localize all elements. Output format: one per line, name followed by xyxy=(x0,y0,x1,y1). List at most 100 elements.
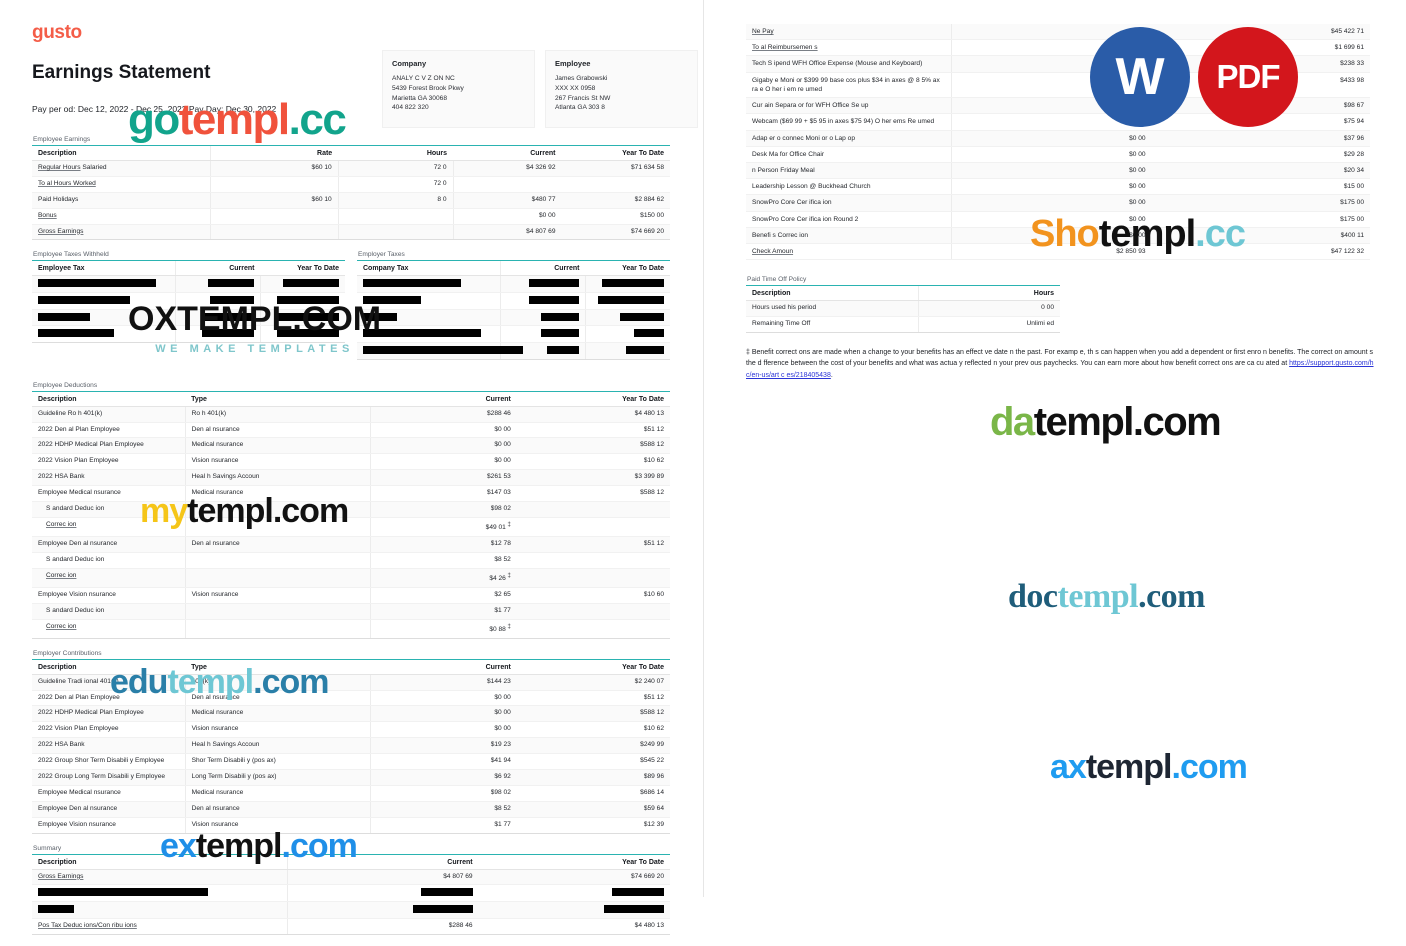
page-title: Earnings Statement xyxy=(32,62,211,83)
redacted-bar xyxy=(283,279,339,288)
contribution-current: $144 23 xyxy=(369,674,517,691)
contribution-ytd: $249 99 xyxy=(516,737,670,755)
redacted-bar xyxy=(38,296,130,305)
continued-ytd: $37 96 xyxy=(1151,130,1370,147)
section-caption-employer-contributions: Employer Contributions xyxy=(33,649,102,657)
deduction-ytd: $3 399 89 xyxy=(516,469,670,487)
deduction-current: $0 00 xyxy=(369,453,517,471)
column-header: Year To Date xyxy=(516,658,670,675)
continued-description: n Person Friday Meal xyxy=(746,162,952,180)
table-row: Employee Vision nsurance Vision nsurance $… xyxy=(32,587,670,604)
taxes-row: Employee Taxes Withheld Employee Tax Curr… xyxy=(32,251,670,370)
table-row: 2022 Den al Plan Employee Den al nsurance… xyxy=(32,422,670,439)
gusto-support-link[interactable]: https://support.gusto.com/hc/en-us/art c… xyxy=(746,360,1374,379)
table-row: 2022 HDHP Medical Plan Employee Medical n… xyxy=(32,705,670,723)
employee-box: Employee James Grabowski XXX XX 0958 267… xyxy=(545,50,698,128)
table-row: 2022 HSA Bank Heal h Savings Accoun $19 23… xyxy=(32,737,670,755)
table-row: Employee Vision nsurance Vision nsurance $… xyxy=(32,817,670,834)
deduction-description: Employee Medical nsurance xyxy=(32,485,186,502)
employee-address: James Grabowski XXX XX 0958 267 Francis … xyxy=(555,75,611,112)
continued-ytd: $175 00 xyxy=(1151,194,1370,212)
continued-ytd: $175 00 xyxy=(1151,211,1370,228)
continued-ytd: $20 34 xyxy=(1151,162,1370,180)
redacted-bar xyxy=(363,279,461,288)
redacted-current xyxy=(500,292,586,310)
contribution-current: $0 00 xyxy=(369,721,517,739)
deduction-type xyxy=(184,603,371,620)
deduction-description: Correc ion xyxy=(32,619,186,639)
redacted-bar xyxy=(602,279,664,288)
redacted-bar xyxy=(277,329,339,338)
employee-earnings-table: Description Rate Hours Current Year To Date … xyxy=(32,145,670,241)
summary-current: $288 46 xyxy=(286,918,479,935)
deduction-type xyxy=(184,552,371,569)
deduction-ytd: $588 12 xyxy=(516,485,670,502)
contribution-description: 2022 Group Shor Term Disabili y Employee xyxy=(32,753,186,771)
table-row: 2022 Vision Plan Employee Vision nsurance… xyxy=(32,453,670,471)
redacted-ytd xyxy=(259,292,345,310)
deduction-ytd xyxy=(516,501,670,518)
table-row xyxy=(357,309,670,327)
column-header: Hours xyxy=(338,145,454,161)
section-caption-employee-deductions: Employee Deductions xyxy=(33,381,98,389)
continued-current: $0 00 xyxy=(951,178,1152,196)
redacted-current xyxy=(175,292,261,310)
column-header: Rate xyxy=(210,145,339,161)
company-address: ANALY C V Z ON NC 5439 Forest Brook Pkwy… xyxy=(392,75,464,112)
word-format-badge[interactable]: W xyxy=(1090,27,1190,127)
table-row xyxy=(32,309,345,327)
table-row xyxy=(32,275,345,294)
earnings-current: $4 807 69 xyxy=(452,224,562,241)
redacted-tax-name xyxy=(357,325,501,344)
redacted-current xyxy=(175,325,261,344)
column-header: Year To Date xyxy=(516,390,670,407)
pto-description: Hours used his period xyxy=(746,300,919,318)
redacted-bar xyxy=(363,296,421,305)
earnings-hours xyxy=(337,208,454,225)
section-caption-employer-taxes: Employer Taxes xyxy=(358,251,405,259)
table-header-row: Description Rate Hours Current Year To Date xyxy=(32,145,670,161)
pdf-format-badge[interactable]: PDF xyxy=(1198,27,1298,127)
redacted-bar xyxy=(201,312,254,321)
table-body: Hours used his period 0 00 Remaining Time … xyxy=(746,300,1060,334)
employer-contributions-table: Description Type Current Year To Date Guide… xyxy=(32,658,670,834)
deduction-type: Heal h Savings Accoun xyxy=(184,469,371,487)
table-row: Bonus $0 00 $150 00 xyxy=(32,208,670,225)
deduction-type: Vision nsurance xyxy=(184,587,371,604)
earnings-current: $4 326 92 xyxy=(452,160,562,177)
redacted-bar xyxy=(546,346,579,355)
contribution-type: Shor Term Disabili y (pos ax) xyxy=(184,753,371,771)
employer-taxes-table: Company Tax Current Year To Date xyxy=(357,260,670,360)
deduction-description: 2022 HSA Bank xyxy=(32,469,186,487)
pto-hours: Unlimi ed xyxy=(918,316,1060,334)
deduction-type: Medical nsurance xyxy=(184,485,371,502)
earnings-ytd: $2 884 62 xyxy=(561,192,670,209)
earnings-ytd xyxy=(561,176,670,193)
table-header-row: Company Tax Current Year To Date xyxy=(357,260,670,277)
table-body: Gross Earnings $4 807 69 $74 669 20 Pos Tax… xyxy=(32,869,670,935)
earnings-description: To al Hours Worked xyxy=(32,176,211,193)
table-row: Gross Earnings $4 807 69 $74 669 20 xyxy=(32,869,670,886)
contribution-type: Medical nsurance xyxy=(184,785,371,802)
column-header: Type xyxy=(185,658,371,675)
redacted-current xyxy=(500,309,586,327)
column-header: Current xyxy=(286,853,479,870)
contribution-current: $41 94 xyxy=(369,753,517,771)
table-row: Regular Hours Salaried $60 10 72 0 $4 326 9… xyxy=(32,160,670,177)
employee-taxes-block: Employee Taxes Withheld Employee Tax Curr… xyxy=(32,251,345,370)
redacted-bar xyxy=(528,296,579,305)
table-row: SnowPro Core Cer ifica ion $0 00 $175 00 xyxy=(746,194,1370,212)
column-header: Year To Date xyxy=(561,145,670,161)
redacted-tax-name xyxy=(32,275,176,294)
continued-current: $0 00 xyxy=(951,113,1152,131)
earnings-hours: 72 0 xyxy=(337,176,454,193)
contribution-description: 2022 Den al Plan Employee xyxy=(32,690,186,707)
deduction-description: 2022 HDHP Medical Plan Employee xyxy=(32,437,186,455)
continued-description: SnowPro Core Cer ifica ion Round 2 xyxy=(746,211,952,228)
deduction-type xyxy=(184,517,371,537)
redacted-bar xyxy=(38,312,90,321)
earnings-rate xyxy=(210,224,339,241)
contribution-ytd: $51 12 xyxy=(516,690,670,707)
continued-description: Adap er o connec Moni or o Lap op xyxy=(746,130,952,147)
deduction-type: Den al nsurance xyxy=(184,536,371,553)
